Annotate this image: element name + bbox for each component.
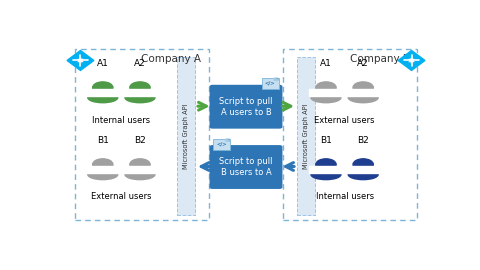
Polygon shape <box>226 139 229 141</box>
FancyBboxPatch shape <box>210 85 282 129</box>
Ellipse shape <box>125 169 155 180</box>
Circle shape <box>353 82 373 93</box>
Ellipse shape <box>311 169 341 180</box>
Text: Internal users: Internal users <box>315 193 373 201</box>
FancyBboxPatch shape <box>86 166 120 173</box>
Text: </>: </> <box>216 142 227 147</box>
Circle shape <box>316 159 336 170</box>
FancyBboxPatch shape <box>86 89 120 96</box>
Ellipse shape <box>125 92 155 103</box>
Ellipse shape <box>348 169 378 180</box>
FancyBboxPatch shape <box>309 89 343 96</box>
Ellipse shape <box>311 92 341 103</box>
Text: A2: A2 <box>134 59 146 68</box>
Circle shape <box>93 82 113 93</box>
Text: B2: B2 <box>134 136 146 145</box>
Polygon shape <box>398 50 425 70</box>
Text: </>: </> <box>265 81 276 86</box>
Text: A2: A2 <box>357 59 369 68</box>
Polygon shape <box>274 78 278 80</box>
FancyBboxPatch shape <box>346 89 380 96</box>
FancyBboxPatch shape <box>213 139 230 150</box>
Text: B1: B1 <box>320 136 332 145</box>
Ellipse shape <box>88 169 118 180</box>
FancyBboxPatch shape <box>309 166 343 173</box>
Text: Internal users: Internal users <box>92 116 150 124</box>
Text: External users: External users <box>91 193 152 201</box>
Text: A1: A1 <box>97 59 108 68</box>
FancyBboxPatch shape <box>262 78 279 89</box>
FancyBboxPatch shape <box>123 89 157 96</box>
Text: Microsoft Graph API: Microsoft Graph API <box>183 104 189 169</box>
FancyBboxPatch shape <box>210 145 282 189</box>
Ellipse shape <box>348 92 378 103</box>
Circle shape <box>130 82 150 93</box>
FancyBboxPatch shape <box>123 166 157 173</box>
Polygon shape <box>67 50 94 70</box>
FancyBboxPatch shape <box>177 57 195 215</box>
Text: External users: External users <box>314 116 375 124</box>
Text: Company A: Company A <box>141 54 202 64</box>
Text: B2: B2 <box>357 136 369 145</box>
Text: Company B: Company B <box>349 54 410 64</box>
Text: Script to pull
B users to A: Script to pull B users to A <box>219 157 273 177</box>
Polygon shape <box>226 139 229 141</box>
Text: Microsoft Graph API: Microsoft Graph API <box>303 104 309 169</box>
Text: A1: A1 <box>320 59 332 68</box>
Circle shape <box>353 159 373 170</box>
Text: B1: B1 <box>97 136 108 145</box>
Circle shape <box>130 159 150 170</box>
Polygon shape <box>274 78 278 80</box>
FancyBboxPatch shape <box>346 166 380 173</box>
Circle shape <box>93 159 113 170</box>
Ellipse shape <box>88 92 118 103</box>
Circle shape <box>316 82 336 93</box>
Text: Script to pull
A users to B: Script to pull A users to B <box>219 97 273 117</box>
FancyBboxPatch shape <box>297 57 315 215</box>
